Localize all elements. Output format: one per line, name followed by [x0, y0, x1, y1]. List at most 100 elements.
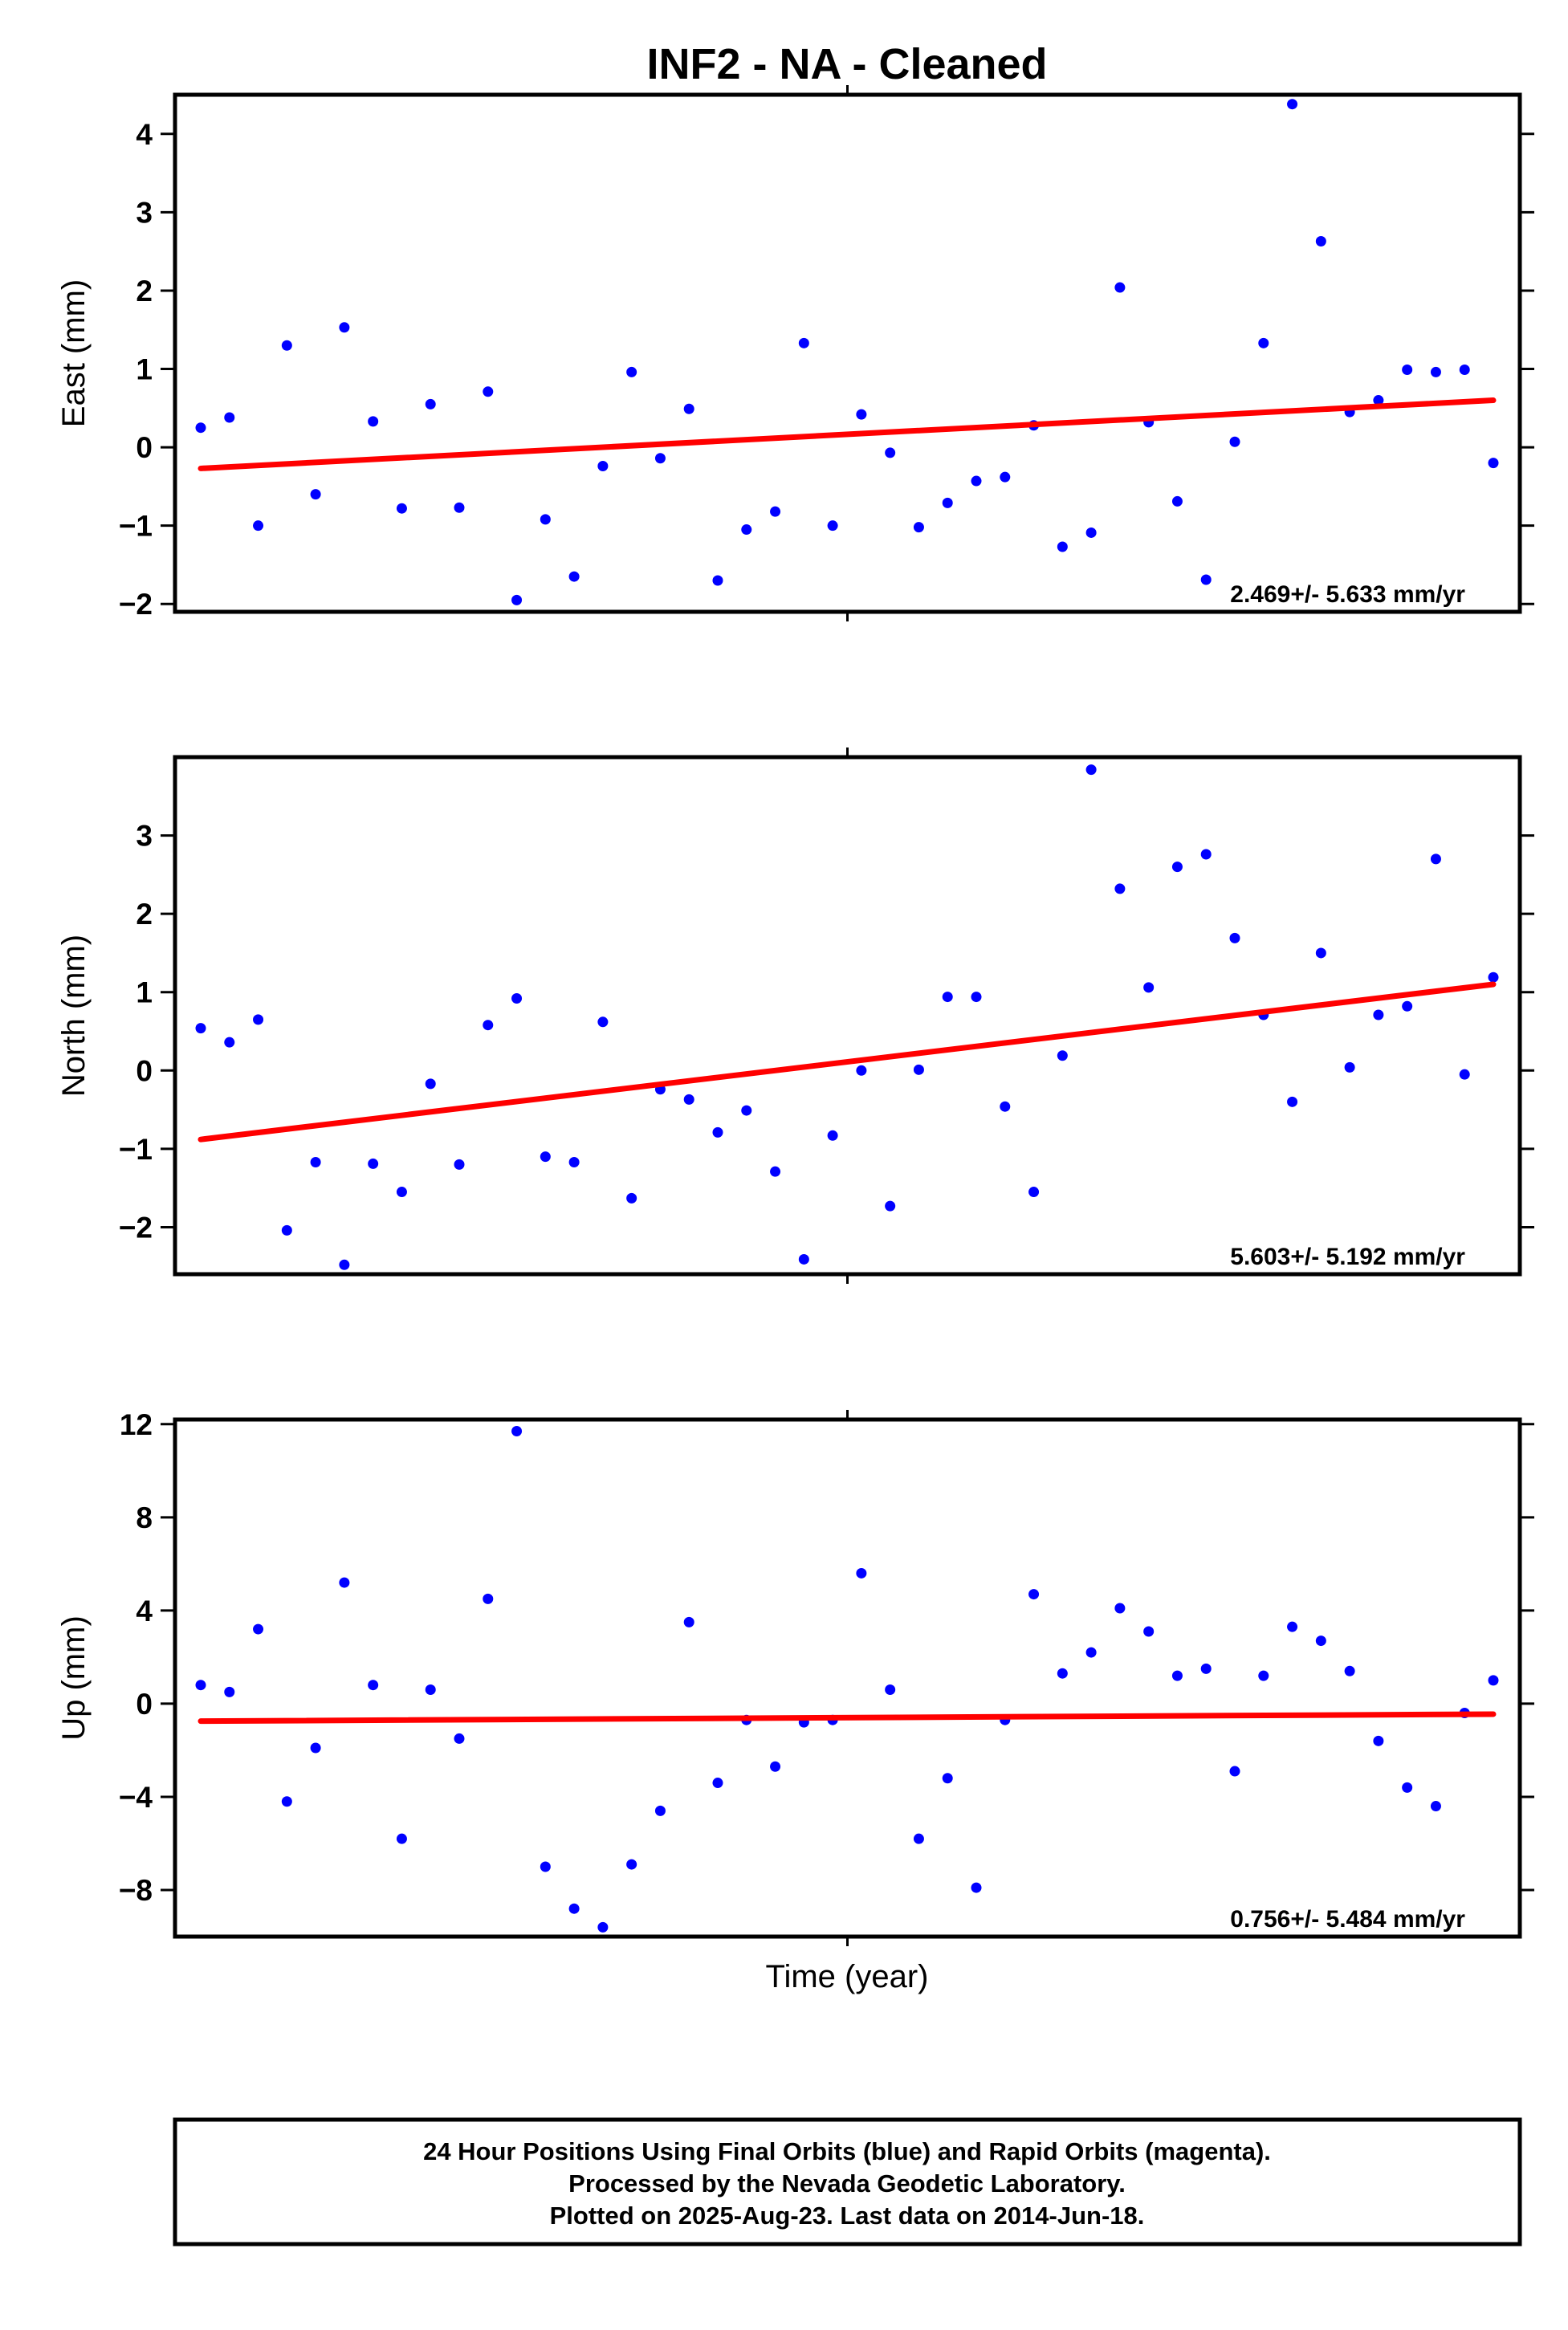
data-point [396, 1833, 407, 1844]
y-tick-label: 8 [136, 1501, 153, 1534]
data-point [1057, 541, 1068, 552]
data-point [310, 1156, 321, 1167]
data-point [195, 1680, 206, 1691]
data-point [712, 575, 723, 586]
y-tick-label: 2 [136, 275, 153, 308]
y-axis-label: East (mm) [56, 279, 92, 427]
data-point [425, 1684, 436, 1696]
data-point [1344, 1061, 1355, 1073]
data-point [1315, 235, 1326, 246]
data-point [971, 475, 982, 487]
data-point [856, 409, 867, 420]
footer-box: 24 Hour Positions Using Final Orbits (bl… [173, 2117, 1522, 2246]
data-point [798, 1253, 809, 1265]
y-tick-label: 0 [136, 431, 153, 464]
y-tick-label: 4 [136, 118, 153, 151]
data-point [281, 1796, 292, 1807]
data-point [626, 1859, 637, 1870]
data-point [1430, 1801, 1441, 1812]
y-tick-label: −2 [119, 588, 153, 621]
y-axis-label: Up (mm) [56, 1615, 92, 1741]
data-point [1488, 1675, 1499, 1686]
data-point [1171, 495, 1183, 507]
data-point [454, 1159, 465, 1170]
data-point [1057, 1050, 1068, 1061]
data-point [253, 520, 264, 532]
data-point [1459, 1069, 1470, 1080]
data-point [396, 1187, 407, 1198]
data-point [885, 1200, 896, 1212]
data-point [1028, 1589, 1040, 1600]
data-point [1344, 1665, 1355, 1676]
data-point [741, 1105, 752, 1116]
data-point [1114, 883, 1126, 894]
data-point [654, 453, 666, 464]
data-point [1287, 99, 1298, 110]
data-point [913, 522, 924, 533]
data-point [281, 340, 292, 351]
data-point [1402, 1782, 1413, 1793]
data-point [540, 1861, 551, 1872]
data-point [741, 524, 752, 536]
data-point [540, 1151, 551, 1163]
data-point [310, 1742, 321, 1754]
y-tick-label: 2 [136, 898, 153, 931]
up-panel: −8 −4 0 4 8 12 Up (mm) 0.756+/- 5.484 mm/yr [56, 1408, 1534, 1946]
y-axis-label: North (mm) [56, 935, 92, 1097]
data-point [1287, 1096, 1298, 1107]
data-point [827, 520, 838, 532]
north-panel: −2 −1 0 1 2 3 North (mm) 5.603+/- 5.192 mm/yr [56, 747, 1534, 1284]
y-tick-label: 1 [136, 976, 153, 1009]
data-point [683, 403, 694, 414]
data-point [885, 1684, 896, 1696]
data-point [368, 416, 379, 427]
x-axis-label: Time (year) [766, 1959, 929, 1994]
data-point [597, 1921, 609, 1933]
data-point [1000, 471, 1011, 483]
data-point [1229, 932, 1240, 943]
data-point [1258, 1670, 1269, 1681]
east-panel: −2 −1 0 1 2 3 4 East (mm) 2.469+/- 5.633 mm/yr [56, 85, 1534, 621]
data-point [971, 1882, 982, 1893]
data-point [568, 1156, 580, 1167]
data-point [1200, 849, 1212, 860]
data-point [1200, 574, 1212, 585]
data-point [1229, 436, 1240, 447]
trend-line [198, 397, 1497, 471]
data-point [885, 447, 896, 458]
data-point [597, 461, 609, 472]
rate-label: 2.469+/- 5.633 mm/yr [1230, 581, 1465, 608]
footer-line-1: 24 Hour Positions Using Final Orbits (bl… [423, 2137, 1271, 2165]
data-point [942, 497, 953, 508]
data-point [626, 1192, 637, 1204]
y-tick-label: 0 [136, 1688, 153, 1721]
data-point [339, 1577, 350, 1588]
data-point [1373, 1735, 1384, 1746]
data-point [770, 1761, 781, 1772]
plot-frame [173, 1417, 1522, 1939]
data-point [1028, 1187, 1040, 1198]
data-point [1258, 337, 1269, 348]
data-point [195, 422, 206, 434]
data-point [1315, 1635, 1326, 1647]
data-point [770, 1166, 781, 1177]
data-point [770, 506, 781, 517]
data-point [1171, 1670, 1183, 1681]
data-point [454, 1733, 465, 1744]
data-point [1229, 1766, 1240, 1777]
data-point [1402, 1000, 1413, 1012]
data-point [683, 1094, 694, 1105]
data-point [483, 1593, 494, 1604]
plot-frame [173, 755, 1522, 1277]
y-tick-label: −8 [119, 1874, 153, 1907]
footer-line-2: Processed by the Nevada Geodetic Laborat… [568, 2169, 1126, 2198]
data-point [798, 337, 809, 348]
data-point [253, 1623, 264, 1635]
y-tick-label: −1 [119, 510, 153, 543]
data-point [568, 571, 580, 582]
y-tick-label: −1 [119, 1133, 153, 1166]
data-point [1143, 1626, 1155, 1637]
y-tick-label: −4 [119, 1781, 153, 1814]
data-point [1430, 853, 1441, 865]
